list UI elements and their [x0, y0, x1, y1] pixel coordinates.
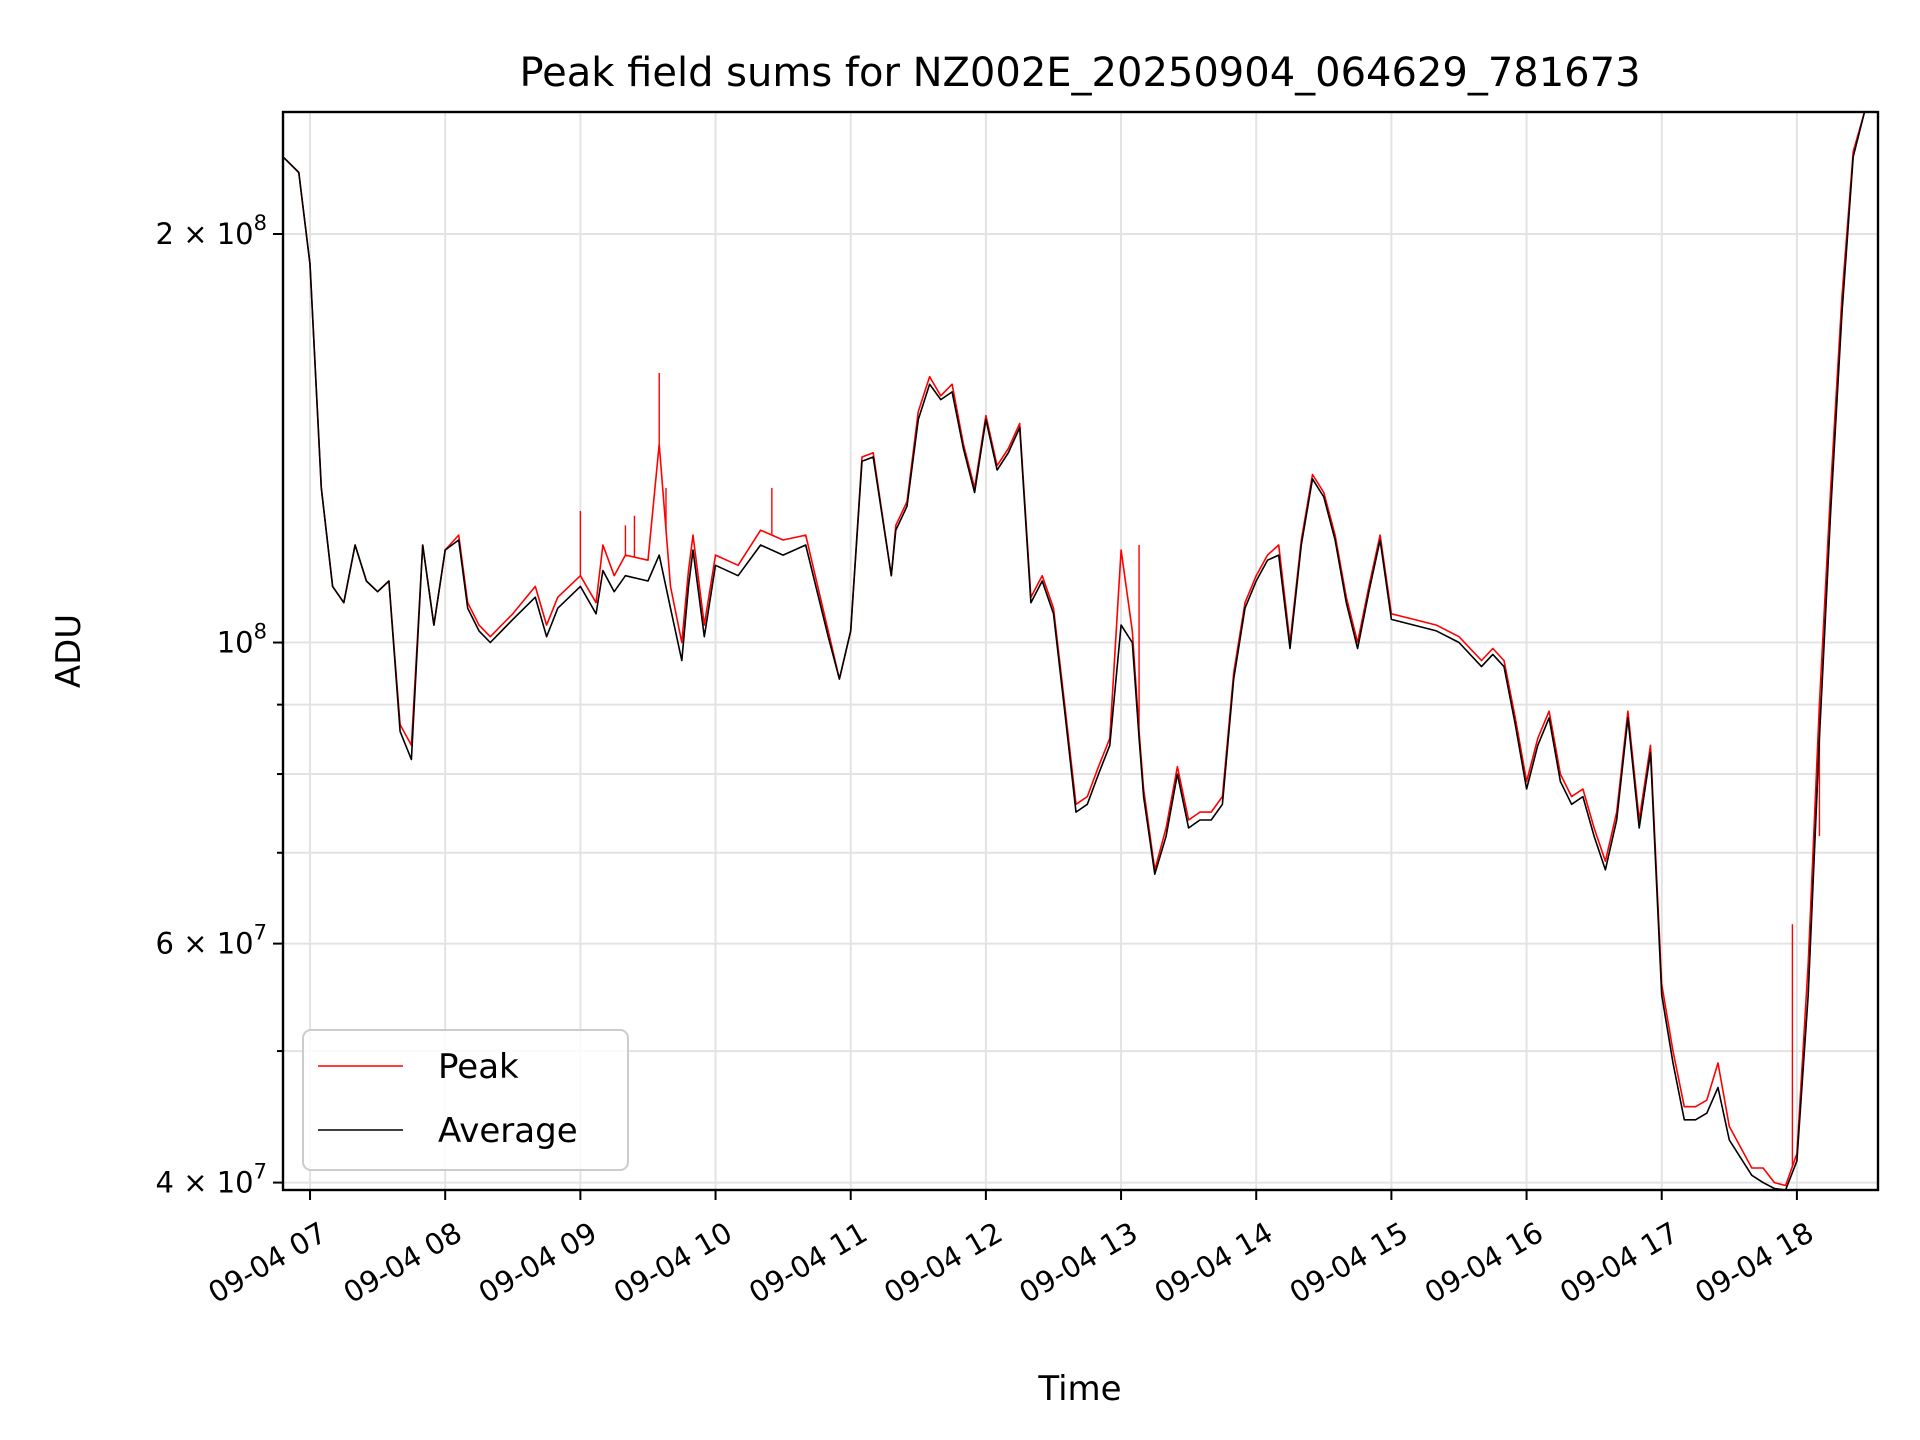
y-tick-label: 4 × 107 — [156, 1160, 267, 1200]
series-average-line — [282, 111, 1878, 1191]
y-tick-label: 6 × 107 — [156, 921, 267, 961]
ticks — [273, 233, 1798, 1200]
y-tick-label-exponent: 7 — [254, 921, 267, 945]
y-tick-label-exponent: 7 — [254, 1160, 267, 1184]
y-tick-label: 108 — [217, 620, 267, 660]
y-tick-label-exponent: 8 — [254, 620, 267, 644]
legend-box — [302, 1029, 629, 1171]
y-tick-label-exponent: 8 — [254, 211, 267, 235]
y-tick-label-base: 6 × 10 — [156, 927, 254, 961]
legend: Peak Average — [302, 1029, 629, 1171]
grid — [283, 112, 1878, 1190]
y-tick-label-base: 2 × 10 — [156, 217, 254, 251]
legend-label-average: Average — [438, 1111, 578, 1151]
y-tick-label: 2 × 108 — [156, 211, 267, 251]
series-layer — [282, 111, 1878, 1191]
y-tick-label-base: 10 — [217, 626, 254, 660]
plot-frame — [281, 110, 1880, 1192]
y-tick-label-base: 4 × 10 — [156, 1166, 254, 1200]
legend-label-peak: Peak — [438, 1047, 519, 1087]
x-axis-label: Time — [1037, 1369, 1121, 1409]
y-axis-label: ADU — [49, 614, 89, 688]
chart-title: Peak field sums for NZ002E_20250904_0646… — [519, 50, 1640, 96]
